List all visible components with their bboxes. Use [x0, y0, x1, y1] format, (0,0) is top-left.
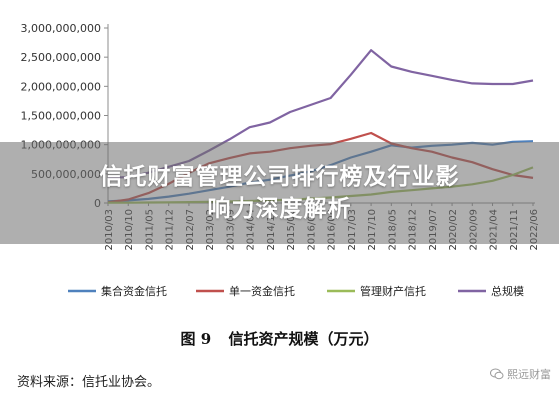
- legend-label-0: 集合资金信托: [101, 284, 167, 298]
- y-tick-label: 1,500,000,000: [21, 110, 101, 123]
- y-tick-label: 2,500,000,000: [21, 51, 101, 64]
- title-banner: 信托财富管理公司排行榜及行业影 响力深度解析: [0, 142, 559, 244]
- banner-title-line-2: 响力深度解析: [207, 196, 352, 222]
- figure-caption-text: 信托资产规模（万元）: [228, 330, 379, 348]
- watermark-text: 熙远财富: [507, 368, 551, 381]
- figure-caption: 图 9 信托资产规模（万元）: [0, 328, 559, 349]
- wechat-icon: [490, 368, 504, 380]
- legend-label-1: 单一资金信托: [229, 284, 295, 298]
- legend-label-3: 总规模: [491, 284, 524, 298]
- y-tick-label: 3,000,000,000: [21, 22, 101, 35]
- figure-number: 图 9: [180, 330, 212, 348]
- source-note: 资料来源：信托业协会。: [17, 375, 161, 390]
- banner-title-line-1: 信托财富管理公司排行榜及行业影: [99, 164, 460, 190]
- y-tick-label: 2,000,000,000: [21, 80, 101, 93]
- watermark: 熙远财富: [490, 366, 551, 382]
- legend-label-2: 管理财产信托: [360, 284, 426, 298]
